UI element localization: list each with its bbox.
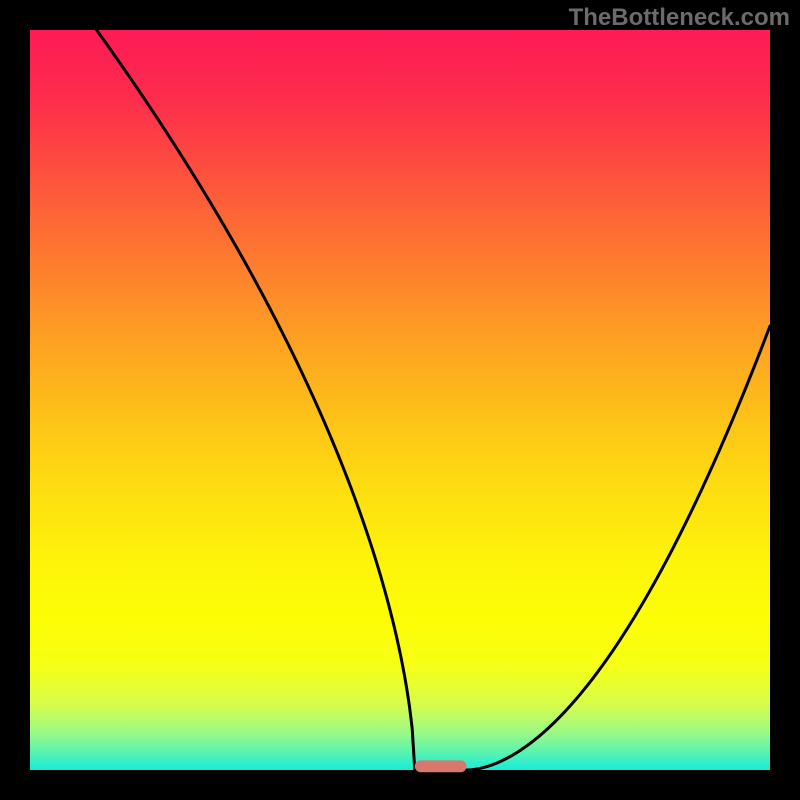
optimal-point-marker [415, 760, 467, 772]
chart-stage: TheBottleneck.com [0, 0, 800, 800]
bottleneck-chart [0, 0, 800, 800]
watermark-text: TheBottleneck.com [569, 4, 790, 32]
